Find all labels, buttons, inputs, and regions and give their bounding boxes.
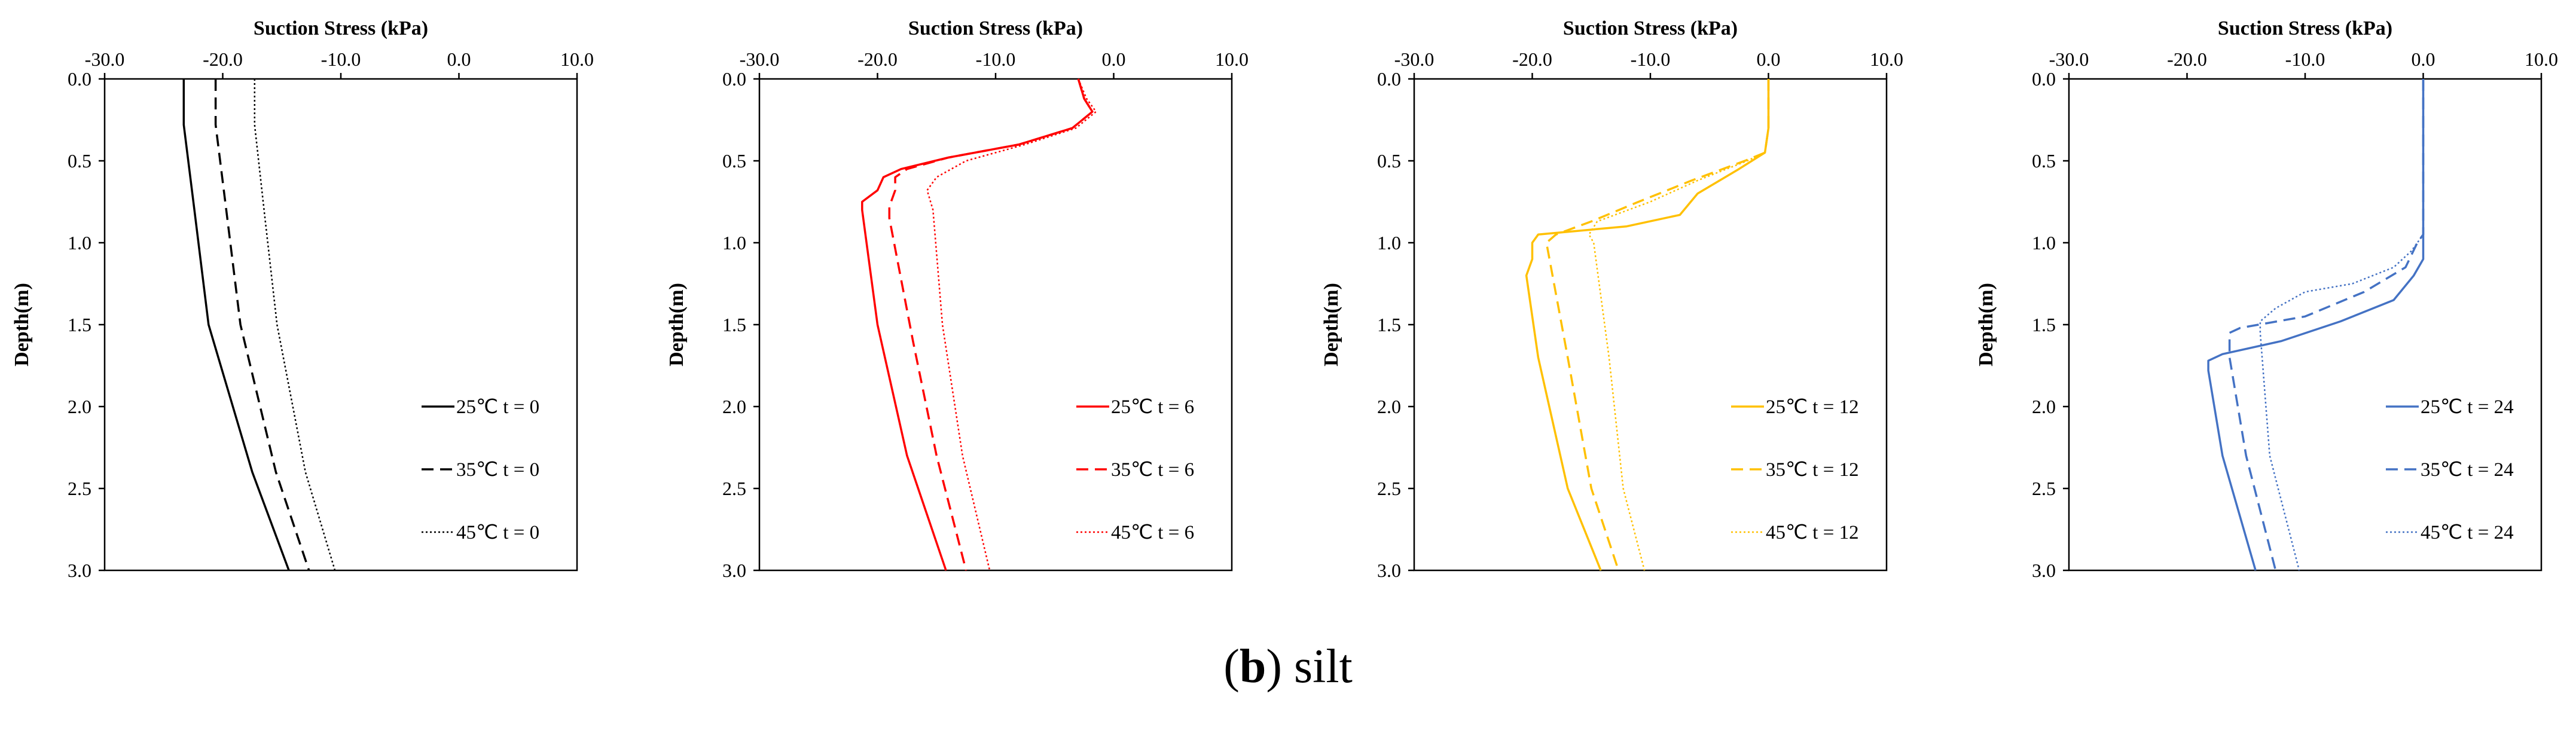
- y-tick-label: 2.5: [68, 478, 91, 499]
- x-tick-label: 10.0: [560, 48, 594, 70]
- y-tick-label: 1.0: [68, 232, 91, 253]
- figure-caption: (b) silt: [1223, 640, 1353, 693]
- x-axis-title: Suction Stress (kPa): [254, 17, 428, 39]
- plot-frame: [2068, 78, 2543, 572]
- y-tick-label: 0.5: [68, 150, 91, 172]
- series-line-dotted: [2259, 79, 2424, 571]
- x-tick-label: -10.0: [976, 48, 1016, 70]
- series-line-solid: [182, 79, 290, 571]
- x-tick-label: -10.0: [2285, 48, 2325, 70]
- y-tick-label: 0.5: [722, 150, 746, 172]
- legend-label: 35℃ t = 12: [1766, 459, 1859, 481]
- y-tick-label: 1.0: [722, 232, 746, 253]
- plot-frame: [1413, 78, 1888, 572]
- series-line-dashed: [1545, 79, 1770, 571]
- x-tick-label: -30.0: [85, 48, 125, 70]
- y-tick-label: 0.0: [68, 68, 91, 90]
- legend-label: 45℃ t = 24: [2421, 522, 2514, 543]
- y-tick-label: 0.5: [1377, 150, 1401, 172]
- y-axis-title: Depth(m): [1320, 283, 1342, 366]
- y-tick-label: 1.0: [1377, 232, 1401, 253]
- series-line-dashed: [888, 78, 1094, 571]
- y-axis-title: Depth(m): [11, 283, 33, 366]
- legend-label: 25℃ t = 12: [1766, 396, 1859, 418]
- legend-label: 25℃ t = 0: [456, 396, 539, 418]
- x-tick-label: 0.0: [447, 48, 471, 70]
- y-tick-label: 3.0: [1377, 560, 1401, 581]
- y-tick-label: 2.5: [722, 478, 746, 499]
- y-tick-label: 3.0: [68, 560, 91, 581]
- legend-label: 45℃ t = 6: [1111, 522, 1194, 543]
- chart-panel-4: -30.0 -20.0 -10.0 0.0 10.0 Suction Stress (kP…: [1975, 17, 2558, 581]
- y-tick-label: 1.5: [68, 314, 91, 335]
- chart-panel-2: -30.0 -20.0 -10.0 0.0 10.0 Suction Stress (kP…: [666, 17, 1249, 581]
- y-tick-label: 2.5: [1377, 478, 1401, 499]
- y-tick-label: 0.0: [722, 68, 746, 90]
- x-tick-label: 0.0: [1102, 48, 1126, 70]
- chart-panel-1: -30.0 -20.0 -10.0 0.0 10.0 Suction Stress (kP…: [11, 17, 594, 581]
- legend-label: 35℃ t = 24: [2421, 459, 2514, 481]
- legend-label: 35℃ t = 0: [456, 459, 539, 481]
- y-tick-label: 2.0: [722, 396, 746, 417]
- x-axis-title: Suction Stress (kPa): [2218, 17, 2392, 39]
- x-tick-label: 10.0: [1215, 48, 1249, 70]
- series-line-solid: [2207, 79, 2425, 571]
- y-tick-label: 1.0: [2032, 232, 2056, 253]
- x-tick-label: 0.0: [1757, 48, 1781, 70]
- legend-label: 25℃ t = 6: [1111, 396, 1194, 418]
- series-line-dashed: [2228, 79, 2425, 571]
- y-tick-label: 2.5: [2032, 478, 2056, 499]
- legend-label: 45℃ t = 0: [456, 522, 539, 543]
- x-tick-label: 10.0: [2525, 48, 2558, 70]
- series-line-dotted: [926, 78, 1097, 571]
- y-tick-label: 0.0: [2032, 68, 2056, 90]
- x-tick-label: 10.0: [1870, 48, 1903, 70]
- y-tick-label: 1.5: [1377, 314, 1401, 335]
- x-tick-label: -30.0: [740, 48, 780, 70]
- y-axis-title: Depth(m): [666, 283, 688, 366]
- y-tick-label: 1.5: [722, 314, 746, 335]
- y-tick-label: 2.0: [1377, 396, 1401, 417]
- plot-frame: [103, 78, 578, 572]
- y-tick-label: 0.5: [2032, 150, 2056, 172]
- caption-text: silt: [1293, 640, 1353, 693]
- y-tick-label: 2.0: [68, 396, 91, 417]
- legend-label: 35℃ t = 6: [1111, 459, 1194, 481]
- x-tick-label: -10.0: [321, 48, 361, 70]
- x-tick-label: -20.0: [857, 48, 898, 70]
- x-tick-label: -30.0: [1394, 48, 1434, 70]
- y-tick-label: 3.0: [722, 560, 746, 581]
- y-tick-label: 0.0: [1377, 68, 1401, 90]
- y-axis-title: Depth(m): [1975, 283, 1997, 366]
- x-tick-label: 0.0: [2412, 48, 2435, 70]
- y-tick-label: 2.0: [2032, 396, 2056, 417]
- series-line-dotted: [254, 79, 336, 571]
- chart-panel-3: -30.0 -20.0 -10.0 0.0 10.0 Suction Stress (kP…: [1320, 17, 1903, 581]
- x-tick-label: -30.0: [2049, 48, 2089, 70]
- x-axis-title: Suction Stress (kPa): [908, 17, 1083, 39]
- caption-letter: b: [1239, 640, 1266, 693]
- series-line-dotted: [1588, 79, 1769, 571]
- y-tick-label: 1.5: [2032, 314, 2056, 335]
- legend-label: 45℃ t = 12: [1766, 522, 1859, 543]
- x-tick-label: -20.0: [1512, 48, 1552, 70]
- legend-label: 25℃ t = 24: [2421, 396, 2514, 418]
- x-tick-label: -20.0: [203, 48, 243, 70]
- x-tick-label: -10.0: [1631, 48, 1671, 70]
- y-tick-label: 3.0: [2032, 560, 2056, 581]
- x-tick-label: -20.0: [2167, 48, 2207, 70]
- x-axis-title: Suction Stress (kPa): [1563, 17, 1738, 39]
- series-line-dashed: [214, 79, 310, 571]
